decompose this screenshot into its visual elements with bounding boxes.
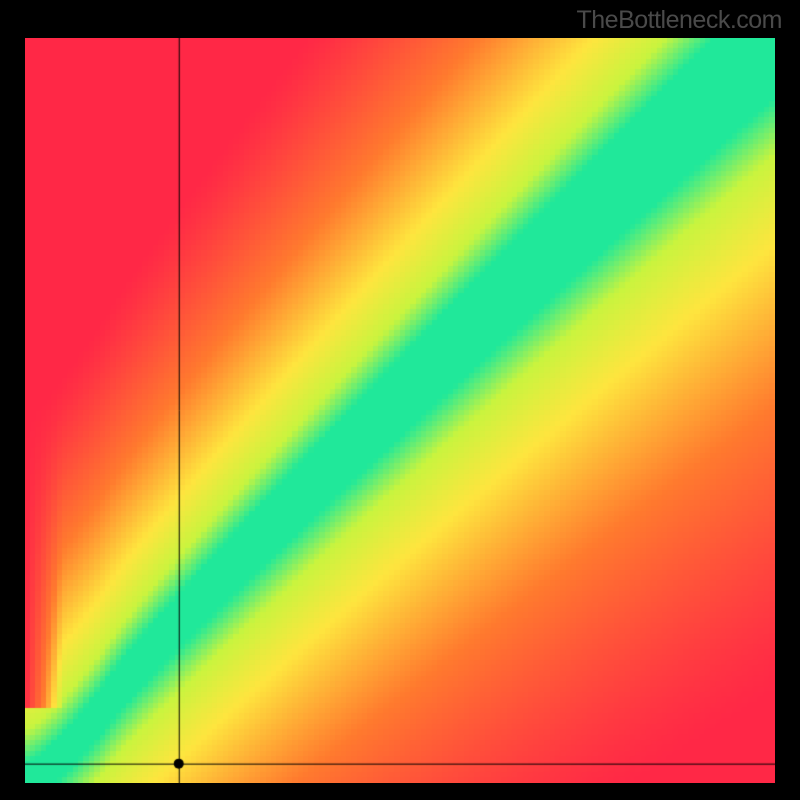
watermark-text: TheBottleneck.com <box>577 6 783 35</box>
heatmap-canvas <box>25 38 775 783</box>
heatmap-chart <box>25 38 775 783</box>
